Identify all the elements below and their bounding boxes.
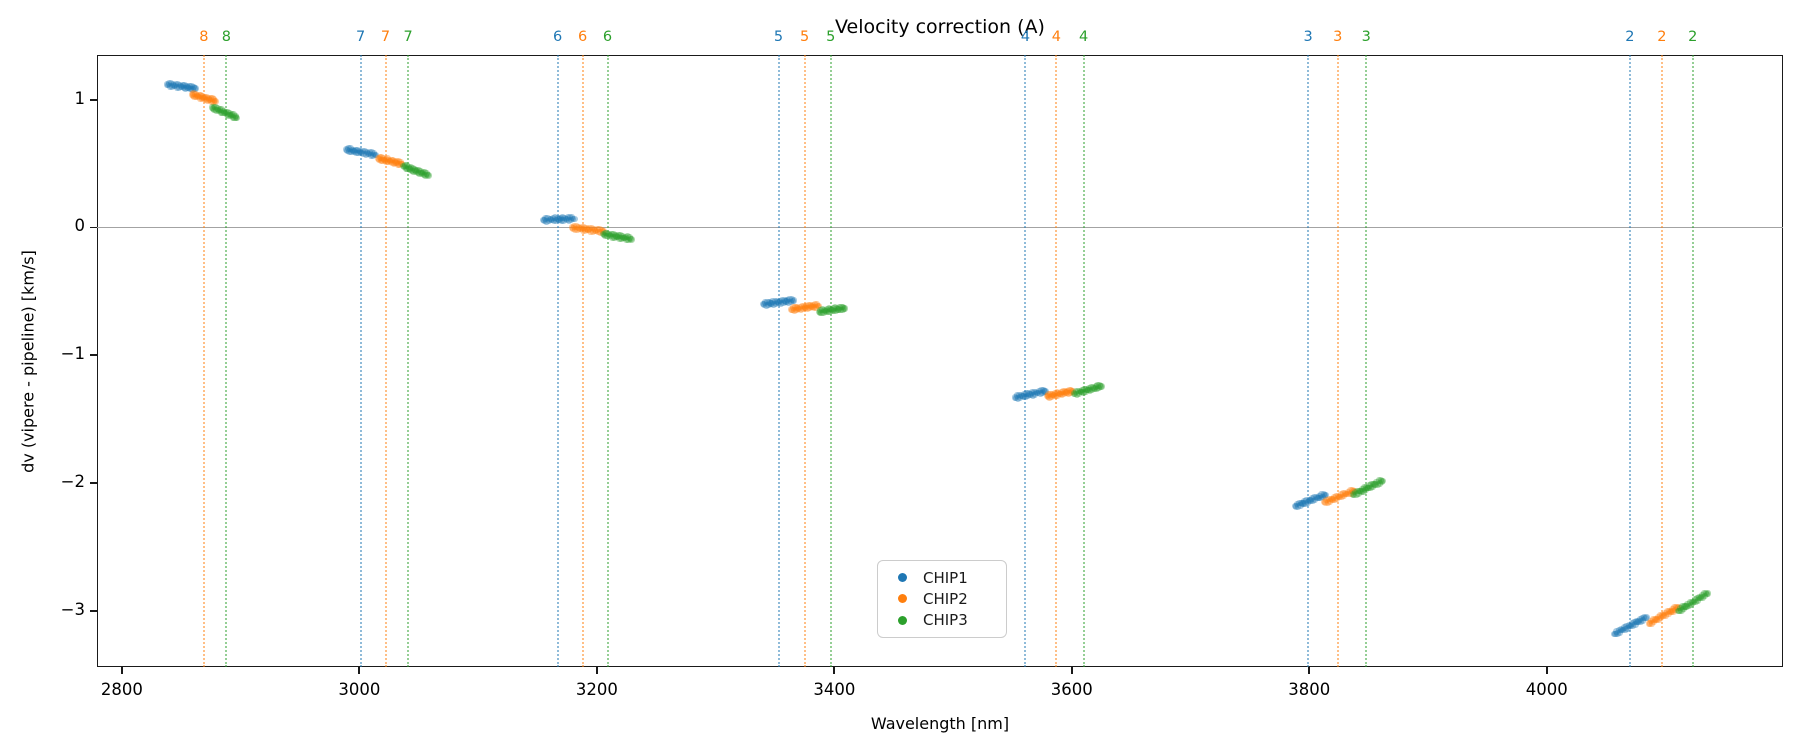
y-tick-mark: [90, 226, 97, 229]
x-tick-label: 3800: [1288, 680, 1331, 699]
x-tick-mark: [1070, 667, 1073, 674]
x-axis-label: Wavelength [nm]: [870, 714, 1010, 733]
y-axis-label: dv (vipere - pipeline) [km/s]: [18, 250, 38, 473]
legend-label: CHIP2: [923, 589, 968, 608]
x-tick-label: 4000: [1525, 680, 1568, 699]
legend: CHIP1 CHIP2 CHIP3: [877, 560, 1007, 638]
y-tick-mark: [90, 98, 97, 101]
x-tick-label: 3400: [813, 680, 856, 699]
y-tick-mark: [90, 354, 97, 357]
y-tick-label: −3: [60, 599, 85, 619]
y-tick-mark: [90, 482, 97, 484]
x-tick-mark: [833, 667, 836, 674]
legend-marker-dot: [898, 594, 907, 604]
chart-title: Velocity correction (A): [835, 16, 1045, 38]
x-tick-mark: [121, 667, 123, 674]
x-tick-label: 2800: [100, 680, 143, 699]
legend-entry: CHIP3: [890, 611, 994, 629]
y-tick-mark: [90, 609, 97, 612]
legend-label: CHIP1: [923, 568, 968, 587]
x-tick-mark: [358, 667, 361, 674]
x-tick-mark: [1308, 667, 1311, 674]
legend-label: CHIP3: [923, 611, 968, 630]
legend-marker-dot: [898, 615, 907, 625]
plot-area: [97, 55, 1783, 667]
y-tick-label: 1: [74, 88, 86, 108]
x-tick-label: 3200: [575, 680, 618, 699]
x-tick-label: 3000: [338, 680, 381, 699]
legend-entry: CHIP1: [890, 569, 994, 587]
legend-entry: CHIP2: [890, 590, 994, 608]
x-tick-mark: [1545, 667, 1548, 674]
x-tick-mark: [595, 667, 598, 674]
x-tick-label: 3600: [1050, 680, 1093, 699]
legend-marker-dot: [898, 573, 907, 583]
